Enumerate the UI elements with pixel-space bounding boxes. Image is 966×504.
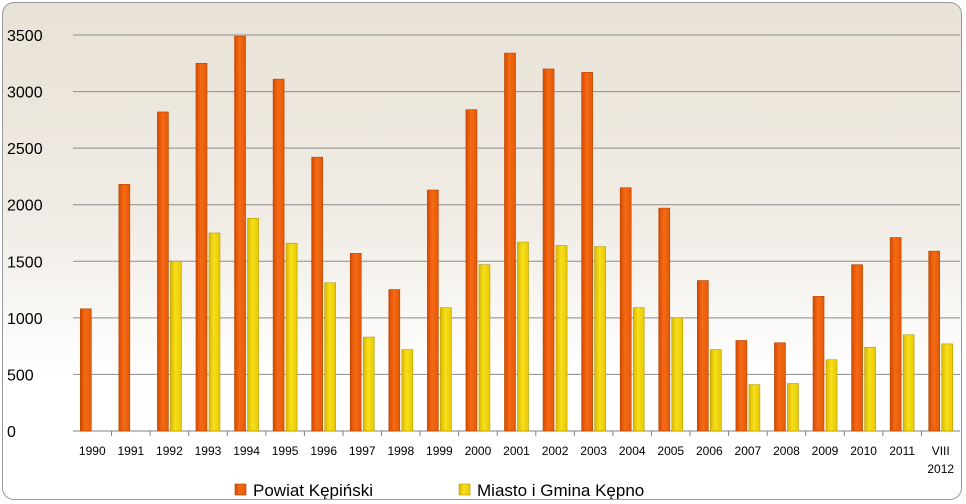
bar-miasto-1993 [208, 232, 221, 432]
bar-powiat-1996 [311, 156, 323, 432]
bar-powiat-2011 [889, 237, 902, 432]
bar-miasto-2004 [632, 307, 645, 432]
y-tick-label: 1000 [7, 311, 43, 328]
bar-powiat-2000 [465, 109, 478, 432]
x-tick-label: 2004 [619, 444, 646, 458]
legend-label-powiat: Powiat Kępiński [253, 481, 373, 500]
bar-miasto-2010 [864, 346, 876, 432]
bar-powiat-1990 [79, 308, 92, 432]
bar-miasto-1995 [285, 242, 298, 432]
bar-miasto-2005 [671, 317, 684, 432]
x-tick-label: 2007 [735, 444, 762, 458]
x-tick-label: 2010 [850, 444, 877, 458]
bar-powiat-1998 [388, 289, 401, 432]
bar-miasto-2006 [710, 349, 722, 432]
bar-miasto-2011 [902, 334, 915, 432]
legend: Powiat Kępiński Miasto i Gmina Kępno [234, 481, 644, 500]
bar-powiat-2001 [504, 52, 516, 432]
bar-miasto-2009 [825, 359, 838, 432]
bar-miasto-2007 [748, 384, 761, 432]
x-tick-label: 2001 [503, 444, 530, 458]
bar-miasto-2008 [787, 383, 799, 432]
x-tick-label: 1992 [156, 444, 183, 458]
legend-swatch-miasto [458, 483, 471, 496]
bar-miasto-VIII-2012 [941, 343, 954, 432]
bar-powiat-2003 [581, 72, 593, 432]
x-tick-label: 1995 [272, 444, 299, 458]
y-tick-label: 0 [7, 424, 16, 441]
bars [79, 35, 954, 432]
y-tick-label: 2000 [7, 198, 43, 215]
y-tick-label: 3000 [7, 85, 43, 102]
bar-miasto-1994 [247, 217, 259, 432]
x-tick-label: 1990 [79, 444, 106, 458]
x-tick-label: 2008 [773, 444, 800, 458]
x-tick-label: 1991 [117, 444, 144, 458]
bar-powiat-1992 [157, 111, 169, 432]
bar-powiat-2004 [619, 187, 632, 432]
x-tick-label: 2000 [465, 444, 492, 458]
legend-label-miasto: Miasto i Gmina Kępno [477, 481, 644, 500]
x-tick-label: 2011 [889, 444, 915, 458]
y-tick-label: 500 [7, 367, 34, 384]
x-axis-ticks: 1990 1991 1992 1993 1994 1995 1996 1997 1998 1999… [79, 431, 954, 476]
x-tick-label: 1993 [195, 444, 222, 458]
bar-miasto-1997 [362, 336, 375, 432]
bar-powiat-1993 [195, 62, 208, 432]
y-tick-label: 1500 [7, 254, 43, 271]
y-axis-ticks: 0 500 1000 1500 2000 2500 3000 3500 [7, 28, 43, 441]
x-tick-label: 2002 [542, 444, 569, 458]
bar-powiat-1991 [118, 184, 131, 432]
bar-powiat-2010 [851, 264, 863, 432]
bar-powiat-1995 [272, 78, 285, 432]
bar-miasto-1999 [440, 307, 452, 432]
bar-miasto-1998 [401, 349, 414, 432]
bar-powiat-2005 [658, 207, 671, 432]
bar-powiat-1994 [234, 35, 246, 432]
x-tick-label: 1998 [387, 444, 414, 458]
x-tick-label: 2003 [580, 444, 607, 458]
x-tick-label: 1997 [349, 444, 376, 458]
y-tick-label: 3500 [7, 28, 43, 45]
x-tick-label: 1994 [233, 444, 260, 458]
bar-miasto-2002 [555, 245, 568, 432]
x-tick-label: 2005 [657, 444, 684, 458]
grid-lines [73, 34, 960, 432]
bar-powiat-1999 [427, 189, 439, 432]
bar-miasto-2001 [517, 241, 529, 432]
bar-miasto-2003 [594, 246, 606, 432]
bar-miasto-1992 [170, 260, 182, 432]
x-tick-label: 2006 [696, 444, 723, 458]
bar-miasto-1996 [324, 282, 336, 432]
y-tick-label: 2500 [7, 141, 43, 158]
x-tick-label: VIII 2012 [927, 444, 954, 476]
bar-powiat-1997 [349, 253, 362, 432]
bar-miasto-2000 [478, 264, 491, 432]
bar-powiat-2009 [812, 296, 825, 432]
x-tick-label: 1999 [426, 444, 453, 458]
x-tick-label: 2009 [812, 444, 839, 458]
x-tick-label: 1996 [310, 444, 337, 458]
bar-powiat-2006 [697, 280, 709, 432]
bar-powiat-2008 [774, 342, 786, 432]
bar-powiat-VIII-2012 [928, 250, 941, 432]
bar-powiat-2007 [735, 340, 748, 432]
legend-swatch-powiat [234, 483, 247, 496]
bar-powiat-2002 [542, 68, 555, 432]
